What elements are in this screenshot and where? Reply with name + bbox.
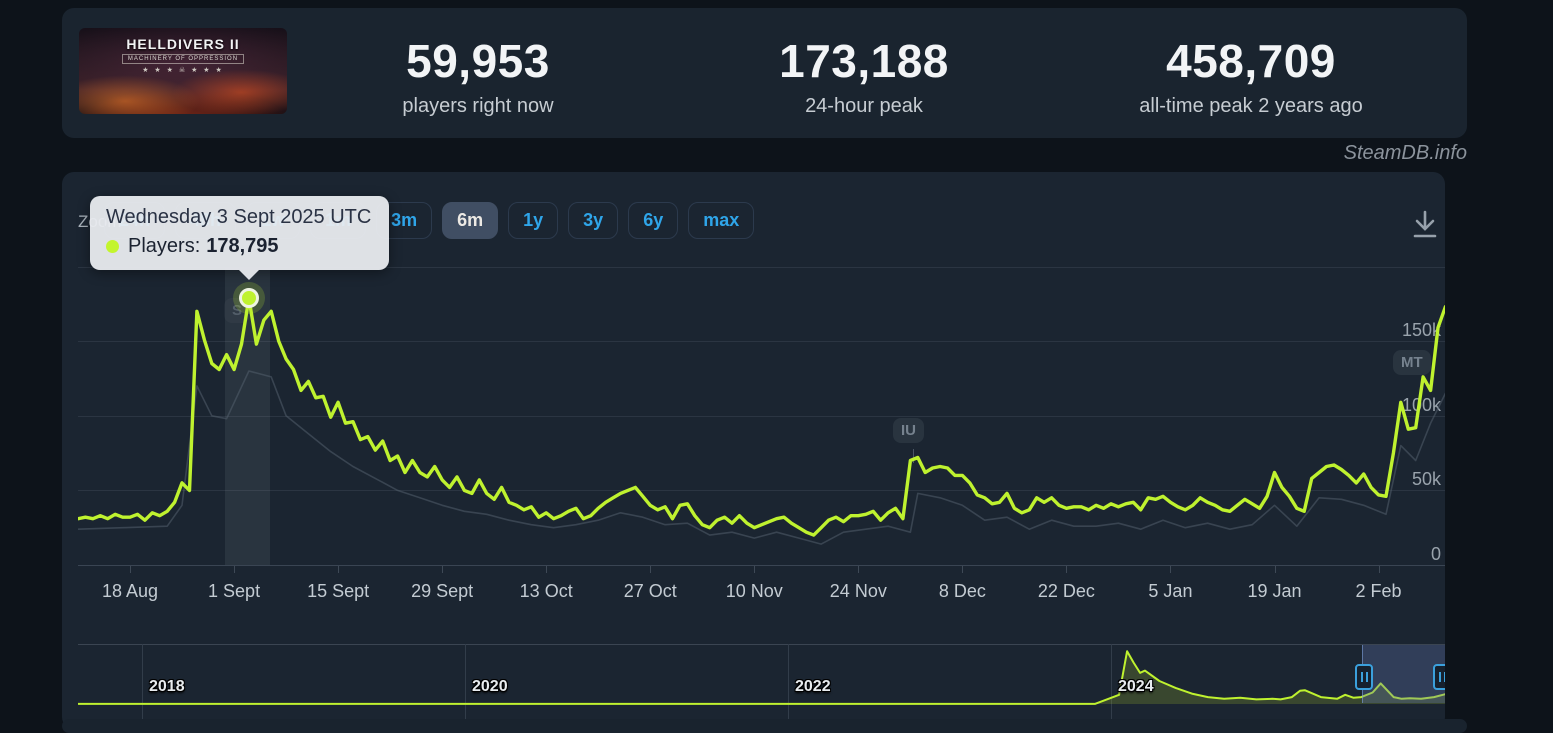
navigator-area-fill xyxy=(78,651,1445,704)
x-tick xyxy=(442,566,444,573)
alltime-peak-label: all-time peak 2 years ago xyxy=(1139,95,1363,117)
peak-24h-label: 24-hour peak xyxy=(805,95,923,117)
x-axis-label: 27 Oct xyxy=(623,581,677,601)
point-dot xyxy=(238,288,259,309)
game-title: HELLDIVERS II xyxy=(126,36,240,52)
x-tick xyxy=(754,566,756,573)
x-axis-line xyxy=(78,565,1445,566)
tooltip-series-dot xyxy=(106,240,119,253)
game-banner-subtitle: MACHINERY OF OPPRESSION xyxy=(122,54,244,64)
navigator-mini-chart[interactable] xyxy=(78,645,1445,706)
alltime-peak-value: 458,709 xyxy=(1166,35,1336,87)
navigator-left-handle[interactable] xyxy=(1355,664,1373,690)
navigator-right-handle[interactable] xyxy=(1433,664,1445,690)
gridline-50k xyxy=(78,490,1445,492)
gridline-200k xyxy=(78,266,1445,268)
x-axis-label: 2 Feb xyxy=(1355,581,1402,601)
x-tick xyxy=(1274,566,1276,573)
x-tick xyxy=(546,566,548,573)
tooltip-series-label: Players: xyxy=(128,235,201,257)
x-tick xyxy=(962,566,964,573)
y-axis-label-0: 0 xyxy=(1430,544,1441,564)
navigator-line-series xyxy=(78,650,1445,705)
x-tick xyxy=(338,566,340,573)
players-chart-plot[interactable] xyxy=(78,266,1445,567)
event-flag-s-label: S xyxy=(232,302,243,319)
banner-stars-decoration: ★ ★ ★ ☠ ★ ★ ★ xyxy=(142,67,224,74)
x-axis-label: 13 Oct xyxy=(519,581,573,601)
x-axis-label: 19 Jan xyxy=(1247,581,1302,601)
x-axis-label: 5 Jan xyxy=(1148,581,1193,601)
x-axis-label: 22 Dec xyxy=(1037,581,1095,601)
event-flag-mt-label: MT xyxy=(1401,354,1423,371)
x-axis-label: 10 Nov xyxy=(725,581,783,601)
x-axis-label: 18 Aug xyxy=(101,581,159,601)
game-banner-image[interactable]: HELLDIVERS II MACHINERY OF OPPRESSION ★ … xyxy=(79,28,287,114)
x-tick xyxy=(130,566,132,573)
secondary-line-series xyxy=(78,370,1445,545)
next-section-panel-edge xyxy=(62,719,1467,733)
x-axis-label: 1 Sept xyxy=(208,581,261,601)
players-now-value: 59,953 xyxy=(406,35,550,87)
zoom-preset-6y[interactable]: 6y xyxy=(628,202,679,239)
x-tick xyxy=(1066,566,1068,573)
zoom-preset-3y[interactable]: 3y xyxy=(568,202,619,239)
stat-alltime-peak: 458,709 all-time peak 2 years ago xyxy=(1041,34,1461,118)
navigator-year-line xyxy=(788,644,789,720)
event-flag-iu[interactable]: IU xyxy=(893,418,924,443)
x-axis-label: 29 Sept xyxy=(411,581,474,601)
steamdb-watermark: SteamDB.info xyxy=(1343,142,1467,164)
x-tick xyxy=(234,566,236,573)
x-tick xyxy=(1170,566,1172,573)
navigator-year-line xyxy=(465,644,466,720)
navigator-top-border xyxy=(78,644,1445,645)
x-axis-label: 8 Dec xyxy=(938,581,986,601)
stat-players-now: 59,953 players right now xyxy=(268,34,688,118)
x-axis-label: 15 Sept xyxy=(307,581,370,601)
tooltip-date: Wednesday 3 Sept 2025 UTC xyxy=(106,206,372,228)
navigator-year-line xyxy=(142,644,143,720)
zoom-preset-1y[interactable]: 1y xyxy=(508,202,559,239)
header-panel: HELLDIVERS II MACHINERY OF OPPRESSION ★ … xyxy=(62,8,1467,138)
x-axis-label: 24 Nov xyxy=(829,581,887,601)
players-line-series xyxy=(78,296,1445,537)
event-flag-iu-stem xyxy=(913,449,914,463)
x-tick xyxy=(1378,566,1380,573)
navigator-year-line xyxy=(1111,644,1112,720)
gridline-150k xyxy=(78,341,1445,343)
tooltip-value: 178,795 xyxy=(206,235,279,257)
zoom-preset-6m[interactable]: 6m xyxy=(442,202,499,239)
x-tick xyxy=(650,566,652,573)
peak-24h-value: 173,188 xyxy=(779,35,949,87)
navigator-year-label-2024: 2024 xyxy=(1118,678,1154,695)
navigator-year-label-2018: 2018 xyxy=(149,678,185,695)
download-icon xyxy=(1413,210,1437,238)
navigator-year-label-2020: 2020 xyxy=(472,678,508,695)
gridline-100k xyxy=(78,415,1445,417)
x-tick xyxy=(858,566,860,573)
zoom-preset-max[interactable]: max xyxy=(688,202,755,239)
chart-tooltip: Wednesday 3 Sept 2025 UTC Players: 178,7… xyxy=(90,196,390,280)
stat-24h-peak: 173,188 24-hour peak xyxy=(654,34,1074,118)
y-axis-label-50k: 50k xyxy=(1411,469,1441,490)
y-axis-label-150k: 150k xyxy=(1401,320,1441,341)
download-chart-button[interactable] xyxy=(1407,206,1443,246)
event-flag-iu-label: IU xyxy=(901,422,916,439)
navigator-year-label-2022: 2022 xyxy=(795,678,831,695)
chart-panel: Zoom 24h48h1w1m3m6m1y3y6ymax S IU MT Wed… xyxy=(62,172,1445,729)
y-axis-label-100k: 100k xyxy=(1401,394,1441,415)
event-flag-mt[interactable]: MT xyxy=(1393,350,1431,375)
players-now-label: players right now xyxy=(402,95,554,117)
